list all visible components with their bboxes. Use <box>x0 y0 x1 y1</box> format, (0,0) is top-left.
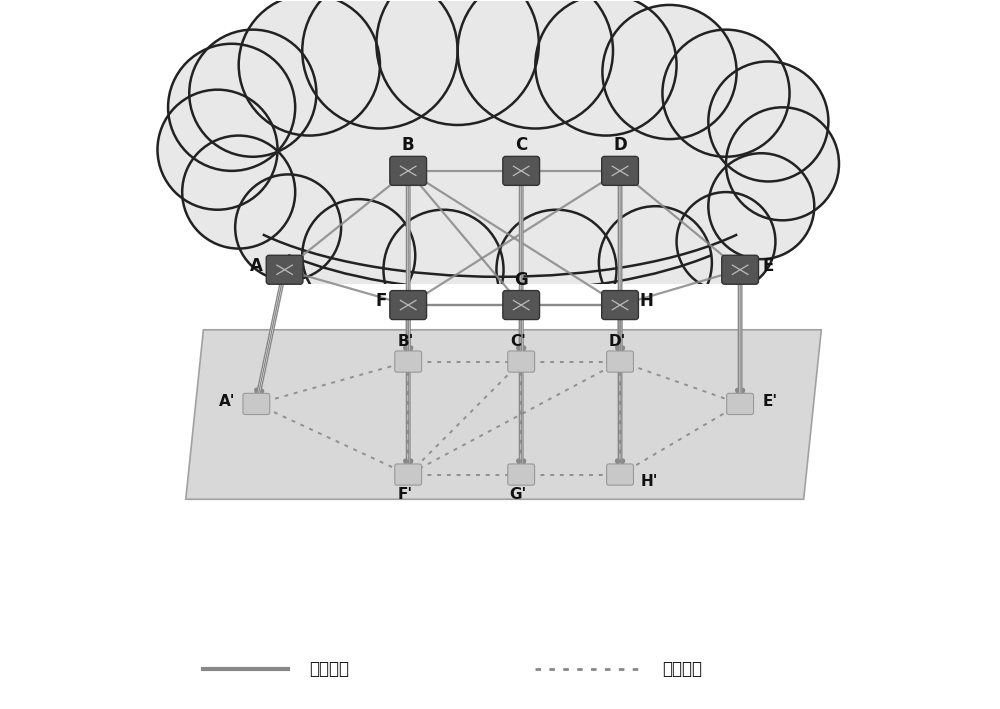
Circle shape <box>726 107 839 220</box>
Circle shape <box>189 30 316 157</box>
Text: G: G <box>514 271 528 289</box>
Text: E': E' <box>762 393 777 408</box>
Polygon shape <box>186 330 821 499</box>
Text: H': H' <box>641 474 658 489</box>
Circle shape <box>458 0 613 128</box>
Circle shape <box>235 174 341 280</box>
FancyBboxPatch shape <box>607 464 633 485</box>
Text: E: E <box>763 257 774 275</box>
Circle shape <box>239 0 380 135</box>
FancyBboxPatch shape <box>607 351 633 372</box>
Text: A: A <box>250 257 263 275</box>
FancyBboxPatch shape <box>395 464 422 485</box>
Circle shape <box>662 30 790 157</box>
Text: B': B' <box>397 334 414 350</box>
Text: F: F <box>376 292 387 310</box>
Text: F': F' <box>398 487 413 502</box>
Circle shape <box>677 192 775 291</box>
Text: C': C' <box>510 334 526 350</box>
Circle shape <box>376 0 539 125</box>
Circle shape <box>708 62 828 182</box>
Circle shape <box>302 0 458 128</box>
Text: A': A' <box>218 393 235 408</box>
FancyBboxPatch shape <box>727 393 754 415</box>
FancyBboxPatch shape <box>243 393 270 415</box>
Text: 经典链路: 经典链路 <box>309 660 349 678</box>
FancyBboxPatch shape <box>503 157 540 185</box>
Circle shape <box>535 0 677 135</box>
Bar <box>147 284 853 708</box>
Text: H: H <box>640 292 654 310</box>
FancyBboxPatch shape <box>508 464 535 485</box>
Text: D': D' <box>609 334 626 350</box>
Circle shape <box>157 89 278 210</box>
Text: 量子链路: 量子链路 <box>662 660 702 678</box>
FancyBboxPatch shape <box>508 351 535 372</box>
Circle shape <box>599 206 712 319</box>
Circle shape <box>168 44 295 171</box>
Circle shape <box>496 210 617 330</box>
FancyBboxPatch shape <box>266 255 303 284</box>
Text: B: B <box>402 136 415 155</box>
Circle shape <box>182 135 295 249</box>
FancyBboxPatch shape <box>602 157 638 185</box>
Text: C: C <box>515 136 527 155</box>
FancyBboxPatch shape <box>722 255 758 284</box>
FancyBboxPatch shape <box>390 291 427 320</box>
Circle shape <box>302 199 415 312</box>
Circle shape <box>383 210 504 330</box>
Ellipse shape <box>218 58 782 256</box>
FancyBboxPatch shape <box>503 291 540 320</box>
FancyBboxPatch shape <box>390 157 427 185</box>
Circle shape <box>708 153 814 259</box>
Circle shape <box>602 5 737 139</box>
FancyBboxPatch shape <box>602 291 638 320</box>
FancyBboxPatch shape <box>395 351 422 372</box>
Text: D: D <box>613 136 627 155</box>
Text: G': G' <box>510 487 527 502</box>
